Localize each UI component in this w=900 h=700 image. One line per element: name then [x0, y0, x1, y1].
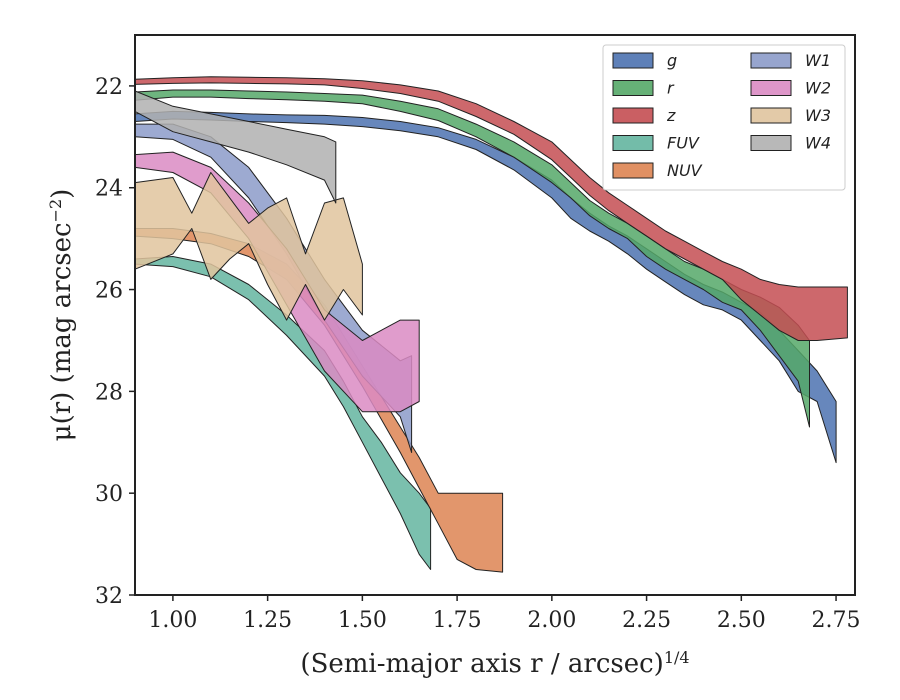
band-g: [134, 110, 837, 464]
plot-frame: [134, 34, 856, 596]
legend-label-r: r: [667, 79, 675, 98]
legend: grz FUV NUV W1 W2 W3 W4: [602, 44, 846, 191]
y-tick-label: 32: [95, 584, 123, 609]
x-tick-label: 1.50: [338, 608, 387, 633]
x-tick-label: 2.50: [717, 608, 766, 633]
band-w3: [134, 172, 363, 321]
band-w4: [134, 90, 337, 204]
y-tick-label: 26: [95, 279, 123, 304]
y-axis-ticks: 22 24 26 28 30 32: [95, 75, 135, 609]
y-tick-label: 22: [95, 75, 123, 100]
legend-label-nuv: NUV: [667, 161, 703, 180]
y-axis-label: μ(r) (mag arcsec−2): [46, 189, 78, 442]
legend-swatch-g: [612, 52, 654, 69]
y-tick-label: 28: [95, 380, 123, 405]
legend-swatch-w4: [750, 135, 792, 151]
x-tick-label: 2.00: [527, 608, 576, 633]
legend-swatch-w2: [750, 80, 792, 96]
x-axis-ticks: 1.00 1.25 1.50 1.75 2.00 2.25 2.50 2.75: [148, 595, 861, 633]
legend-label-w1: W1: [805, 51, 831, 70]
y-tick-label: 30: [95, 482, 123, 507]
band-w1: [134, 123, 413, 453]
x-tick-label: 1.75: [433, 608, 482, 633]
legend-swatch-r: [612, 80, 654, 96]
x-axis-label: (Semi-major axis r / arcsec)1/4: [300, 648, 689, 680]
legend-label-w3: W3: [805, 106, 831, 125]
x-tick-label: 2.25: [622, 608, 671, 633]
band-z: [134, 76, 848, 341]
series-bands: [134, 76, 848, 573]
legend-label-w4: W4: [805, 134, 831, 153]
legend-label-w2: W2: [805, 79, 831, 98]
band-r: [134, 89, 810, 428]
legend-label-z: z: [666, 106, 676, 125]
legend-swatch-w3: [750, 107, 792, 124]
legend-label-g: g: [667, 51, 677, 70]
x-tick-label: 1.25: [243, 608, 292, 633]
y-tick-label: 24: [95, 177, 123, 202]
legend-label-fuv: FUV: [667, 134, 700, 153]
x-tick-label: 2.75: [812, 608, 861, 633]
x-tick-label: 1.00: [148, 608, 197, 633]
legend-swatch-nuv: [612, 162, 654, 179]
legend-swatch-z: [612, 107, 654, 124]
legend-swatch-fuv: [612, 135, 654, 151]
legend-swatch-w1: [750, 52, 792, 69]
